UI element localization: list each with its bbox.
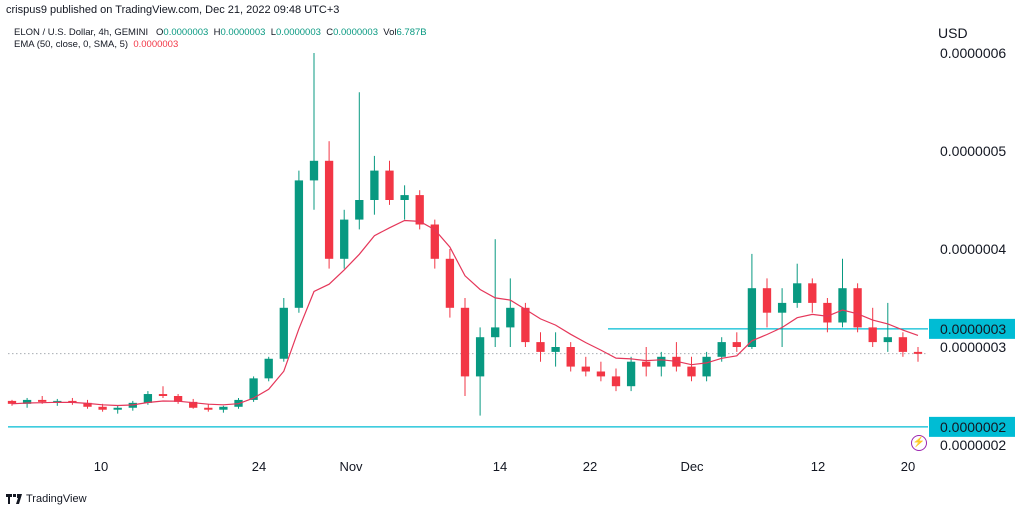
candle-body [868,327,877,343]
candle-body [566,347,575,367]
high-value: 0.0000003 [220,27,266,38]
candle-body [189,401,198,408]
candle-body [808,283,817,303]
ohlc-legend: ELON / U.S. Dollar, 4h, GEMINI O0.000000… [14,27,427,38]
candle-body [838,288,847,323]
candle-body [491,327,500,338]
candle-body [370,170,379,200]
candle-body [430,224,439,259]
y-tick-label: 0.0000002 [940,437,1006,453]
candle-body [853,288,862,328]
candle-body [445,258,455,308]
symbol-label[interactable]: ELON / U.S. Dollar, 4h, GEMINI [14,27,149,38]
open-value: 0.0000003 [163,27,209,38]
candle-body [506,307,515,328]
candle-body [204,407,213,410]
candle-body [475,337,485,377]
candle-body [687,366,696,377]
candle-body [415,195,424,225]
candle-body [385,170,394,200]
low-value: 0.0000003 [276,27,321,38]
candle-body [717,342,726,357]
candle-body [400,195,409,200]
candle-body [521,307,530,343]
candle-body [98,406,107,410]
ema-line [11,219,919,407]
x-tick-label: 22 [583,459,597,474]
x-tick-label: Dec [680,459,704,474]
candle-body [340,219,349,259]
candle-body [22,399,32,404]
y-tick-label: 0.0000006 [940,45,1006,61]
y-tick-label: 0.0000005 [940,143,1006,159]
volume-value: 6.787B [396,27,427,38]
close-value: 0.0000003 [333,27,378,38]
close-label: C [326,27,334,38]
candle-body [460,307,470,377]
candle-body [611,376,621,387]
candle-body [294,180,304,308]
candle-body [219,406,228,410]
price-badge-label: 0.0000003 [940,321,1006,337]
y-tick-label: 0.0000003 [940,339,1006,355]
ema-legend: EMA (50, close, 0, SMA, 5) 0.0000003 [14,39,178,50]
low-label: L [270,27,276,38]
candle-body [158,394,168,396]
footer-brand: TradingView [6,493,87,505]
open-label: O [156,27,164,38]
candle-body [113,407,122,410]
x-tick-label: 20 [901,459,915,474]
candle-body [777,302,787,313]
footer-brand-label: TradingView [26,493,87,505]
candle-body [642,361,651,367]
ema-label[interactable]: EMA (50, close, 0, SMA, 5) [14,39,129,50]
candle-body [657,356,666,367]
x-tick-label: 12 [811,459,825,474]
ema-value: 0.0000003 [133,39,179,50]
high-label: H [213,27,221,38]
candle-body [309,160,319,181]
candle-body [626,361,636,387]
candle-body [898,337,908,352]
price-badge [929,318,1015,339]
currency-label: USD [938,25,968,41]
candle-body [7,400,17,404]
candle-body [324,160,334,259]
candle-body [551,347,560,352]
candle-body [596,371,606,377]
price-badge [929,416,1015,437]
candle-body [53,400,62,402]
candle-body [173,396,183,402]
price-badge-label: 0.0000002 [940,419,1006,435]
candle-body [793,283,802,303]
candle-body [913,351,923,354]
candle-body [732,342,741,347]
candle-body [264,358,273,379]
candle-body [279,307,288,359]
lightning-icon[interactable]: ⚡ [911,435,927,451]
candle-body [581,366,590,372]
publisher-caption: crispus9 published on TradingView.com, D… [6,4,340,16]
candle-body [823,302,832,323]
candle-body [747,288,757,347]
x-tick-label: 14 [493,459,507,474]
candle-body [143,394,153,403]
volume-label: Vol [383,27,397,38]
x-tick-label: Nov [339,459,363,474]
x-tick-label: 10 [94,459,108,474]
tradingview-logo-icon [6,494,22,504]
candle-body [883,337,892,343]
y-tick-label: 0.0000004 [940,241,1006,257]
candle-body [355,200,364,220]
candle-body [762,288,772,313]
x-tick-label: 24 [252,459,266,474]
candle-body [536,342,545,352]
candle-body [702,356,711,377]
candle-body [38,399,47,402]
candle-body [249,378,258,400]
candle-body [83,402,92,407]
